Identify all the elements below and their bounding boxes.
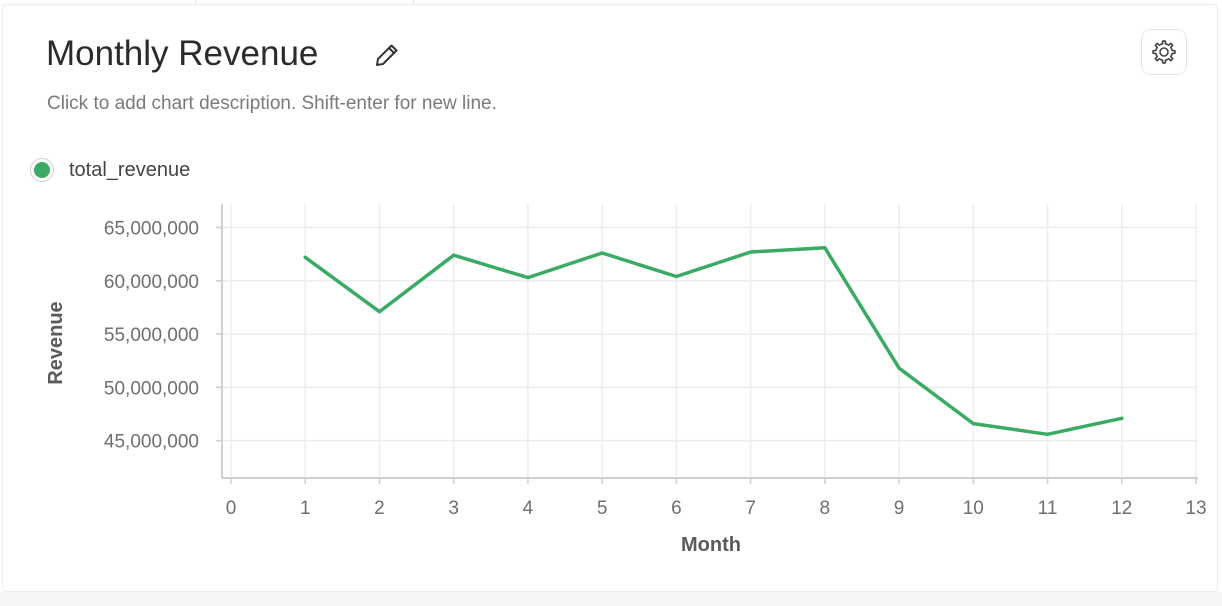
data-point xyxy=(1045,432,1050,436)
chart-grid xyxy=(222,204,1198,478)
data-point xyxy=(600,251,604,255)
settings-button[interactable] xyxy=(1141,29,1187,75)
line-chart: 45,000,000 50,000,000 55,000,000 60,000,000… xyxy=(45,204,1207,556)
data-point xyxy=(1120,416,1124,420)
data-point xyxy=(452,253,456,257)
x-tick-label: 4 xyxy=(523,498,534,519)
y-tick-label: 55,000,000 xyxy=(104,325,199,346)
legend-label: total_revenue xyxy=(69,158,191,181)
chart-title[interactable]: Monthly Revenue xyxy=(46,34,319,73)
legend-marker xyxy=(30,158,54,182)
x-tick-label: 7 xyxy=(745,498,756,519)
x-tick-label: 0 xyxy=(226,498,237,519)
x-tick-label: 8 xyxy=(820,498,831,519)
tab-divider xyxy=(413,0,414,4)
x-tick-label: 3 xyxy=(448,498,459,519)
data-point xyxy=(377,310,382,314)
series-line-total-revenue xyxy=(303,245,1124,437)
x-tick-label: 11 xyxy=(1038,498,1058,519)
chart-axes xyxy=(221,204,1198,479)
gear-icon xyxy=(1152,40,1176,64)
data-point xyxy=(971,422,975,426)
y-tick-label: 45,000,000 xyxy=(104,432,199,453)
data-point xyxy=(303,255,307,259)
x-axis-title: Month xyxy=(681,534,741,556)
x-tick-label: 10 xyxy=(963,498,984,519)
legend-item-total-revenue[interactable]: total_revenue xyxy=(30,156,190,184)
data-point xyxy=(526,275,530,280)
y-tick-label: 65,000,000 xyxy=(104,218,199,239)
data-point xyxy=(897,366,901,370)
pencil-icon[interactable] xyxy=(373,41,401,69)
data-point xyxy=(823,246,827,250)
chart-card xyxy=(2,4,1218,592)
x-tick-label: 5 xyxy=(597,498,608,519)
x-tick-label: 1 xyxy=(300,498,311,519)
y-axis-title: Revenue xyxy=(45,301,67,384)
data-point xyxy=(749,250,753,254)
legend-marker-fill xyxy=(34,162,50,178)
chart-ticks: 45,000,000 50,000,000 55,000,000 60,000,000… xyxy=(104,218,1207,519)
bottom-bar xyxy=(0,592,1222,606)
x-tick-label: 12 xyxy=(1111,498,1132,519)
chart-description[interactable]: Click to add chart description. Shift-en… xyxy=(47,93,497,114)
x-tick-label: 13 xyxy=(1185,498,1206,519)
data-point xyxy=(674,274,678,279)
y-tick-label: 50,000,000 xyxy=(104,378,199,399)
x-tick-label: 9 xyxy=(894,498,905,519)
y-tick-label: 60,000,000 xyxy=(104,272,199,293)
x-tick-label: 6 xyxy=(671,498,682,519)
x-tick-label: 2 xyxy=(374,498,385,519)
chart-series xyxy=(303,245,1124,437)
tab-divider xyxy=(195,0,196,4)
